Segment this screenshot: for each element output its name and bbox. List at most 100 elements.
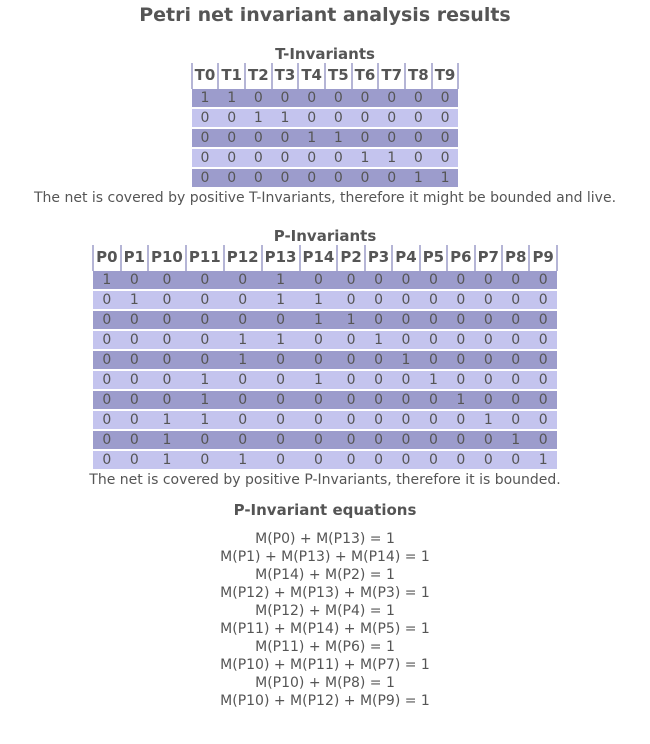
- t-invariant-column-header: T5: [324, 63, 353, 88]
- t-invariant-cell: 0: [244, 167, 272, 187]
- t-invariant-cell: 0: [218, 167, 245, 187]
- t-invariant-column-header: T7: [377, 63, 407, 88]
- t-invariant-cell: 0: [271, 87, 299, 108]
- p-invariant-cell: 0: [148, 269, 186, 290]
- p-invariant-cell: 0: [392, 429, 420, 450]
- p-invariant-cell: 0: [93, 409, 121, 430]
- p-invariant-cell: 0: [261, 369, 300, 390]
- p-invariant-cell: 0: [223, 289, 262, 310]
- t-invariant-cell: 0: [378, 107, 406, 128]
- equation-line: M(P10) + M(P12) + M(P9) = 1: [220, 693, 430, 709]
- p-invariant-cell: 0: [93, 449, 121, 469]
- p-invariant-cell: 0: [185, 289, 224, 310]
- p-invariant-cell: 0: [120, 409, 148, 430]
- p-invariant-cell: 0: [223, 269, 262, 290]
- p-invariant-cell: 0: [474, 369, 502, 390]
- p-invariant-cell: 0: [337, 289, 365, 310]
- p-invariant-cell: 0: [223, 369, 262, 390]
- equation-line: M(P11) + M(P14) + M(P5) = 1: [220, 621, 430, 637]
- t-invariant-cell: 0: [431, 107, 459, 128]
- t-invariant-cell: 0: [351, 167, 379, 187]
- t-invariant-cell: 0: [405, 107, 432, 128]
- t-invariant-cell: 0: [405, 127, 432, 148]
- t-invariant-cell: 0: [431, 147, 459, 168]
- p-invariant-cell: 0: [502, 309, 530, 330]
- t-invariant-cell: 0: [218, 127, 245, 148]
- p-invariant-cell: 0: [529, 429, 557, 450]
- p-invariant-cell: 0: [447, 449, 475, 469]
- t-invariant-cell: 0: [325, 147, 352, 168]
- t-invariant-cell: 1: [351, 147, 379, 168]
- p-invariant-column-header: P11: [184, 245, 225, 270]
- p-invariant-column-header: P6: [446, 245, 476, 270]
- p-invariant-cell: 0: [364, 409, 393, 430]
- p-invariant-cell: 1: [419, 369, 448, 390]
- p-invariant-cell: 0: [148, 369, 186, 390]
- t-invariant-cell: 0: [298, 87, 325, 108]
- p-invariant-cell: 0: [529, 289, 557, 310]
- p-invariant-cell: 0: [474, 389, 502, 410]
- p-invariant-cell: 1: [392, 349, 420, 370]
- p-invariant-cell: 0: [261, 389, 300, 410]
- p-invariant-cell: 1: [529, 449, 557, 469]
- p-invariant-cell: 0: [392, 269, 420, 290]
- p-invariant-cell: 0: [419, 329, 448, 350]
- t-invariant-cell: 0: [405, 147, 432, 168]
- t-invariant-cell: 0: [191, 147, 219, 168]
- p-invariant-cell: 0: [120, 269, 148, 290]
- p-invariant-cell: 0: [364, 309, 393, 330]
- equation-line: M(P10) + M(P11) + M(P7) = 1: [220, 657, 430, 673]
- p-invariant-cell: 0: [337, 329, 365, 350]
- p-invariant-cell: 0: [337, 269, 365, 290]
- t-invariant-cell: 0: [378, 127, 406, 148]
- p-invariant-cell: 0: [223, 309, 262, 330]
- t-invariant-cell: 0: [191, 107, 219, 128]
- p-invariant-cell: 0: [364, 449, 393, 469]
- p-invariant-column-header: P14: [298, 245, 339, 270]
- p-invariant-cell: 0: [93, 349, 121, 370]
- p-invariant-cell: 0: [419, 389, 448, 410]
- t-invariants-header-row: T0 T1 T2 T3 T4 T5 T6 T7 T8 T9: [190, 63, 460, 88]
- t-invariant-cell: 0: [298, 107, 325, 128]
- p-invariant-cell: 0: [185, 329, 224, 350]
- p-invariant-cell: 0: [148, 309, 186, 330]
- p-invariant-cell: 1: [223, 449, 262, 469]
- p-invariant-cell: 0: [502, 289, 530, 310]
- p-invariant-cell: 0: [120, 349, 148, 370]
- p-invariant-cell: 0: [392, 309, 420, 330]
- p-invariants-note: The net is covered by positive P-Invaria…: [89, 472, 561, 488]
- p-invariant-cell: 0: [148, 389, 186, 410]
- p-invariant-cell: 1: [148, 429, 186, 450]
- t-invariant-column-header: T0: [190, 63, 220, 88]
- p-invariant-cell: 0: [529, 389, 557, 410]
- p-invariant-column-header: P2: [336, 245, 366, 270]
- p-invariants-header-row: P0 P1 P10 P11 P12 P13 P14 P2 P3 P4 P5 P6 P7 P8 P9: [92, 245, 558, 270]
- t-invariant-cell: 0: [271, 167, 299, 187]
- p-invariant-column-header: P12: [222, 245, 263, 270]
- p-invariant-cell: 0: [364, 369, 393, 390]
- p-invariant-cell: 0: [529, 269, 557, 290]
- p-invariant-cell: 0: [447, 289, 475, 310]
- p-invariant-cell: 0: [93, 309, 121, 330]
- p-invariant-column-header: P4: [391, 245, 421, 270]
- p-invariant-cell: 0: [502, 369, 530, 390]
- p-invariant-cell: 1: [474, 409, 502, 430]
- t-invariant-cell: 1: [271, 107, 299, 128]
- results-page: Petri net invariant analysis results T-I…: [34, 5, 616, 709]
- p-invariant-cell: 1: [364, 329, 393, 350]
- p-invariant-column-header: P9: [528, 245, 558, 270]
- p-invariant-cell: 0: [474, 329, 502, 350]
- p-invariant-cell: 0: [364, 289, 393, 310]
- p-invariant-cell: 1: [223, 329, 262, 350]
- p-invariant-column-header: P5: [418, 245, 449, 270]
- p-invariant-cell: 0: [447, 409, 475, 430]
- p-invariant-cell: 0: [185, 449, 224, 469]
- t-invariant-cell: 0: [351, 107, 379, 128]
- p-invariant-cell: 1: [185, 409, 224, 430]
